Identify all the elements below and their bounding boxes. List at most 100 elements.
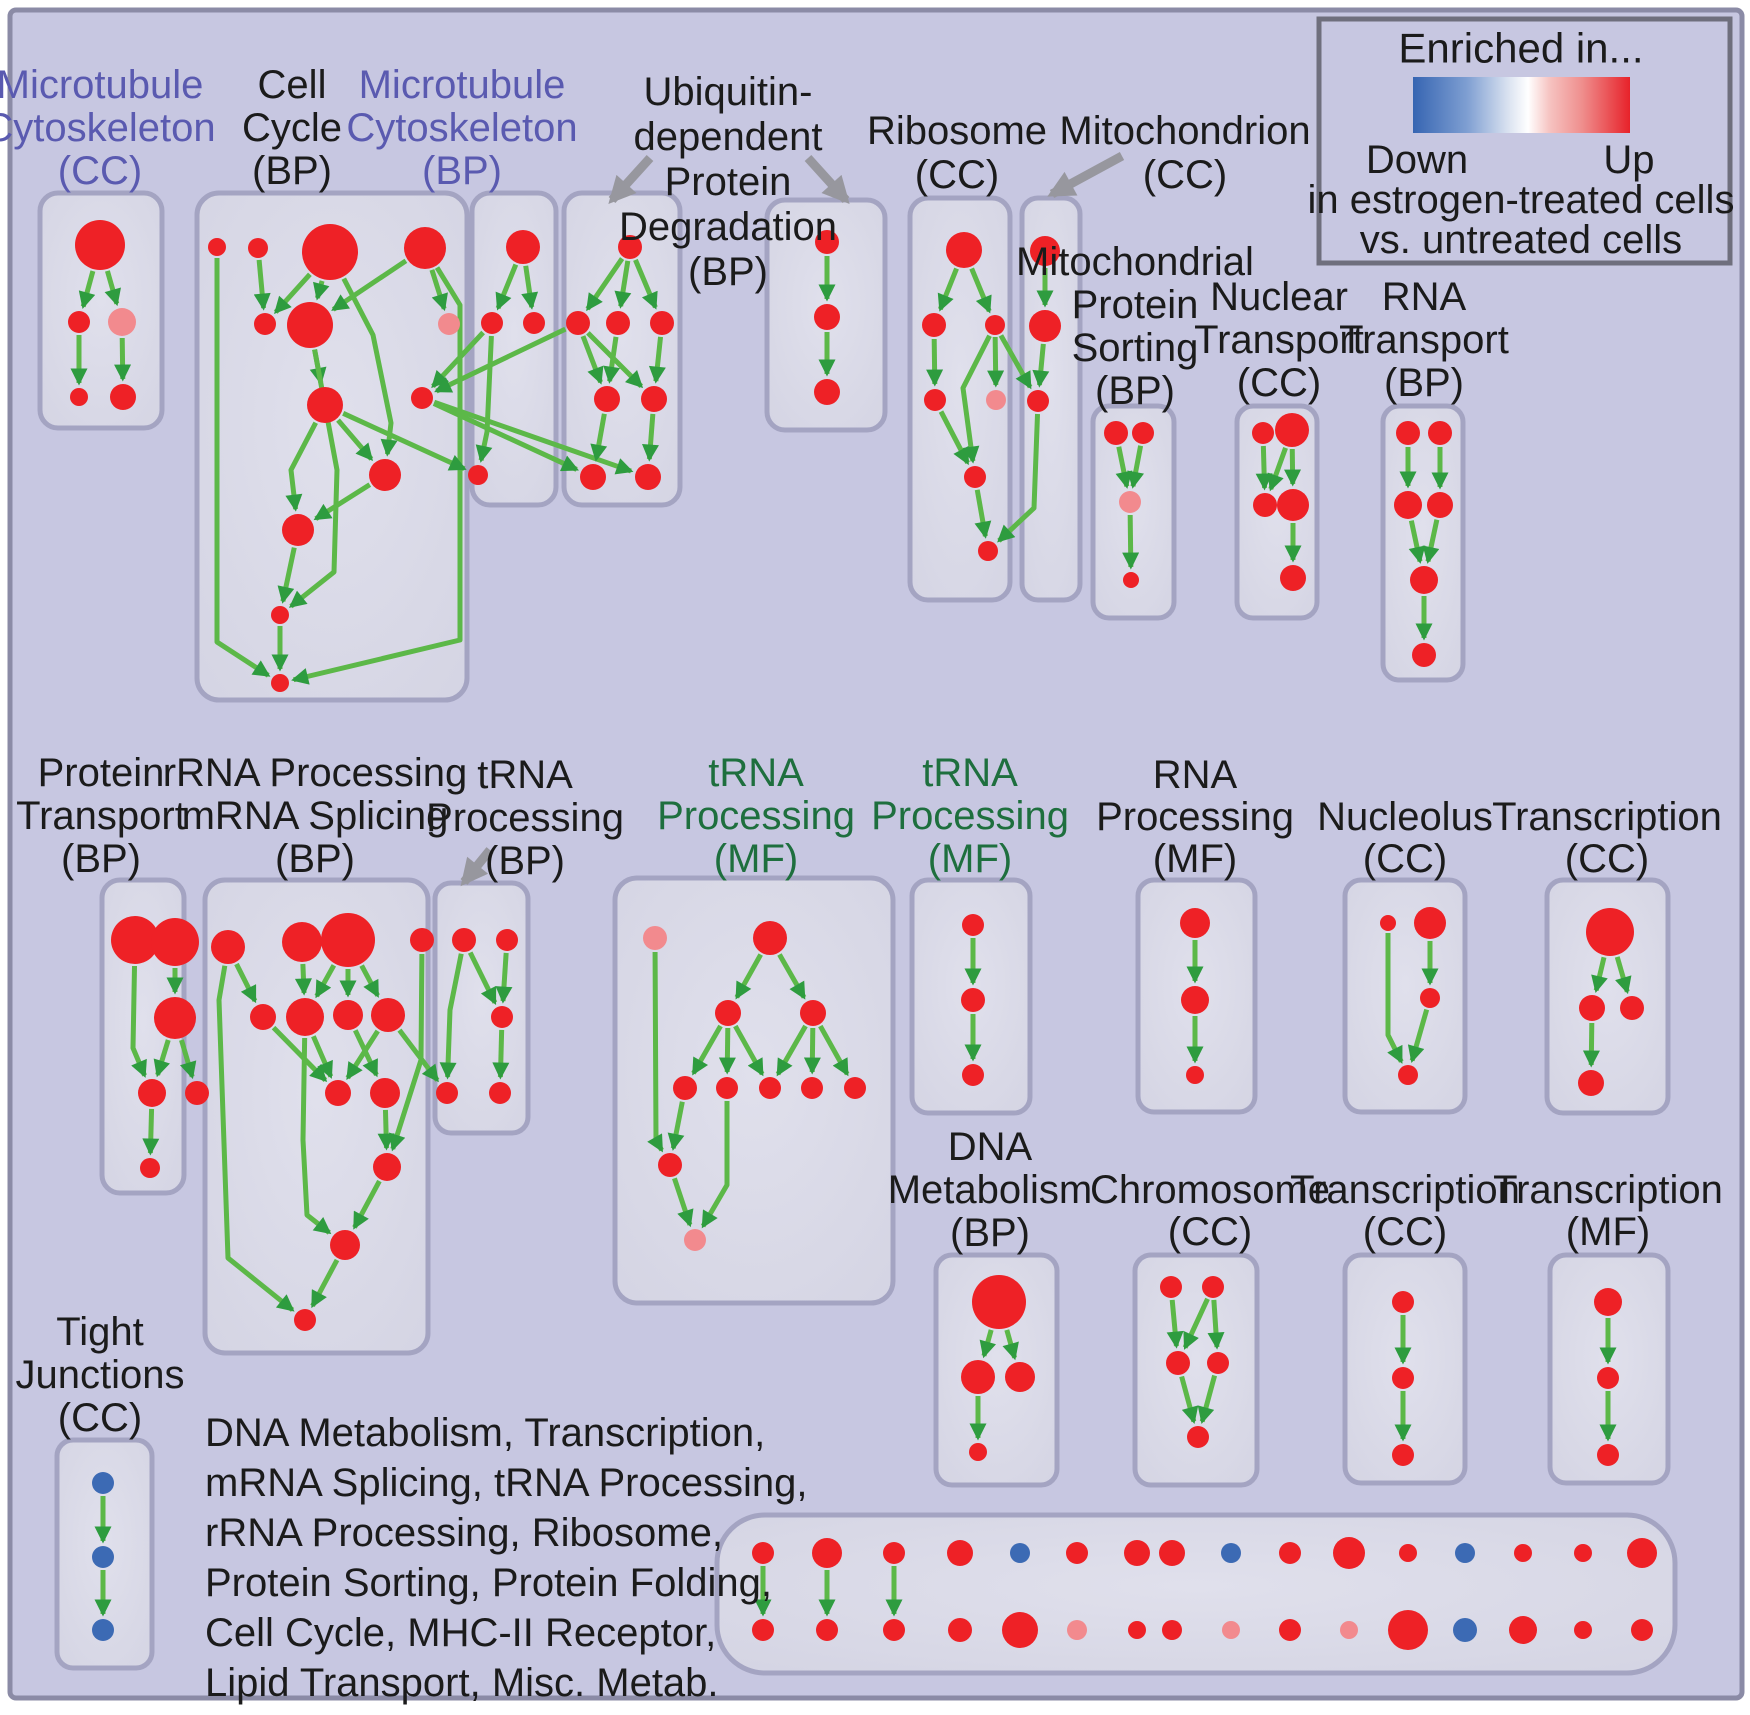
go-term-node-Q1 [1396, 421, 1420, 445]
edge-U1-U2 [585, 257, 625, 312]
edge-B1-B3 [521, 265, 539, 310]
edge-C9-U7 [432, 401, 579, 472]
cluster-label-transcription-cc-bottom-line2: (CC) [1363, 1210, 1447, 1254]
edge-S12-S13 [310, 1258, 340, 1309]
legend-subtitle-1: in estrogen-treated cells [1308, 178, 1735, 222]
edge-C10-C11 [313, 482, 372, 521]
misc-groups-text-line5: Cell Cycle, MHC-II Receptor, [205, 1611, 716, 1655]
cluster-label-tight-junctions-cc-line2: Junctions [16, 1353, 185, 1397]
go-term-node-B3 [523, 312, 545, 334]
annotation-arrows [460, 152, 1125, 887]
cluster-label-tight-junctions-cc-line3: (CC) [58, 1396, 142, 1440]
go-term-node-P4 [1123, 572, 1139, 588]
cluster-label-trna-processing-mf-1-line2: Processing [657, 794, 855, 838]
go-term-node-Z4b [948, 1618, 972, 1642]
go-term-node-Z15t [1574, 1544, 1592, 1562]
go-term-node-T2 [151, 918, 199, 966]
go-term-node-L2 [1392, 1367, 1414, 1389]
edge-S10-S11 [377, 1109, 395, 1151]
go-term-node-D1 [452, 928, 476, 952]
cluster-box-chromosome-cc [1132, 1252, 1260, 1488]
edge-C3-C6 [313, 280, 330, 301]
go-term-node-T4 [138, 1079, 166, 1107]
go-term-node-R6 [964, 466, 986, 488]
go-term-node-R5 [986, 390, 1006, 410]
go-term-node-K2 [1202, 1276, 1224, 1298]
go-term-node-L3 [1392, 1444, 1414, 1466]
edge-P1-P3 [1115, 446, 1133, 489]
cluster-label-ribosome-cc-line1: Ribosome [867, 109, 1047, 153]
go-term-node-I4 [1578, 1070, 1604, 1096]
edge-E4-E7 [775, 1024, 808, 1077]
legend-title: Enriched in... [1398, 25, 1643, 72]
go-term-node-Z9b [1222, 1621, 1240, 1639]
cluster-label-rrna-processing-mrna-splicing-bp-line3: (BP) [275, 837, 355, 881]
go-term-node-C11 [282, 514, 314, 546]
go-term-node-E9 [844, 1077, 866, 1099]
go-term-node-C7 [438, 313, 460, 335]
go-term-node-S3 [321, 913, 375, 967]
cluster-label-cell-cycle-bp-line1: Cell [258, 63, 327, 107]
go-term-node-Z16t [1627, 1538, 1657, 1568]
cluster-label-rna-processing-mf-line3: (MF) [1153, 837, 1237, 881]
go-term-node-A4 [70, 388, 88, 406]
cluster-label-transcription-mf-line1: Transcription [1493, 1168, 1723, 1212]
cluster-label-mitochondrion-cc-line2: (CC) [1143, 153, 1227, 197]
edge-T4-T6 [142, 1108, 160, 1156]
go-term-node-P3 [1119, 491, 1141, 513]
cluster-label-rna-transport-bp-line3: (BP) [1384, 361, 1464, 405]
go-term-node-S10 [370, 1078, 400, 1108]
cluster-label-transcription-cc-mid-line2: (CC) [1565, 837, 1649, 881]
go-term-node-U5 [594, 386, 620, 412]
go-term-node-T5 [185, 1081, 209, 1105]
go-term-node-Z16b [1631, 1619, 1653, 1641]
go-term-node-H1 [1380, 915, 1396, 931]
cluster-label-rrna-processing-mrna-splicing-bp-line1: rRNA Processing [163, 751, 468, 795]
edge-S8-S9 [345, 1029, 380, 1080]
cluster-label-trna-processing-mf-1-line1: tRNA [708, 751, 804, 795]
go-term-node-D2 [496, 929, 518, 951]
go-term-node-Z1t [752, 1542, 774, 1564]
edge-R1-R2 [937, 267, 959, 312]
cluster-label-nuclear-transport-cc-line1: Nuclear [1210, 275, 1348, 319]
go-term-node-W3 [1597, 1444, 1619, 1466]
edge-C2-C5 [253, 259, 271, 311]
edge-J1-J2 [979, 1329, 997, 1359]
go-term-node-V3 [814, 379, 840, 405]
go-term-node-X1 [92, 1472, 114, 1494]
legend-subtitle-2: vs. untreated cells [1360, 218, 1682, 262]
go-term-node-W1 [1594, 1288, 1622, 1316]
go-term-node-U1 [618, 235, 642, 259]
go-term-node-Q4 [1427, 492, 1453, 518]
edge-C3-C10 [341, 277, 398, 457]
cluster-label-microtubule-cytoskeleton-cc-line3: (CC) [58, 149, 142, 193]
edge-S6-S12 [300, 1037, 332, 1235]
legend-gradient-bar [1413, 77, 1630, 133]
misc-groups-text-line6: Lipid Transport, Misc. Metab. [205, 1661, 719, 1705]
cluster-label-transcription-cc-mid-line1: Transcription [1492, 795, 1722, 839]
go-term-node-Z15b [1574, 1621, 1592, 1639]
cluster-label-microtubule-cytoskeleton-cc-line1: Microtubule [0, 63, 203, 107]
go-term-node-M3 [1027, 390, 1049, 412]
misc-groups-text-line1: DNA Metabolism, Transcription, [205, 1411, 765, 1455]
go-term-node-Z13b [1453, 1618, 1477, 1642]
cluster-label-ribosome-cc-line2: (CC) [915, 153, 999, 197]
edge-E2-E4 [777, 953, 807, 1000]
edge-E1-E10 [647, 951, 664, 1153]
edge-I1-I2 [1591, 956, 1608, 993]
go-term-node-M1 [1030, 236, 1060, 266]
edge-S3-S6 [314, 964, 337, 999]
edge-M2-M3 [1032, 343, 1050, 388]
go-term-node-F1 [962, 914, 984, 936]
go-term-node-R4 [924, 389, 946, 411]
cluster-label-ubiquitin-dependent-protein-degradation-bp-line1: Ubiquitin- [644, 70, 813, 114]
go-term-node-Z2t [812, 1538, 842, 1568]
go-term-node-I1 [1586, 908, 1634, 956]
go-term-node-Z10b [1279, 1619, 1301, 1641]
go-term-node-B4 [468, 465, 488, 485]
go-term-node-Z1b [752, 1619, 774, 1641]
go-term-node-S2 [282, 922, 322, 962]
go-term-node-U2 [566, 311, 590, 335]
cluster-label-trna-processing-mf-2-line2: Processing [871, 794, 1069, 838]
cluster-label-cell-cycle-bp-line2: Cycle [242, 106, 342, 150]
